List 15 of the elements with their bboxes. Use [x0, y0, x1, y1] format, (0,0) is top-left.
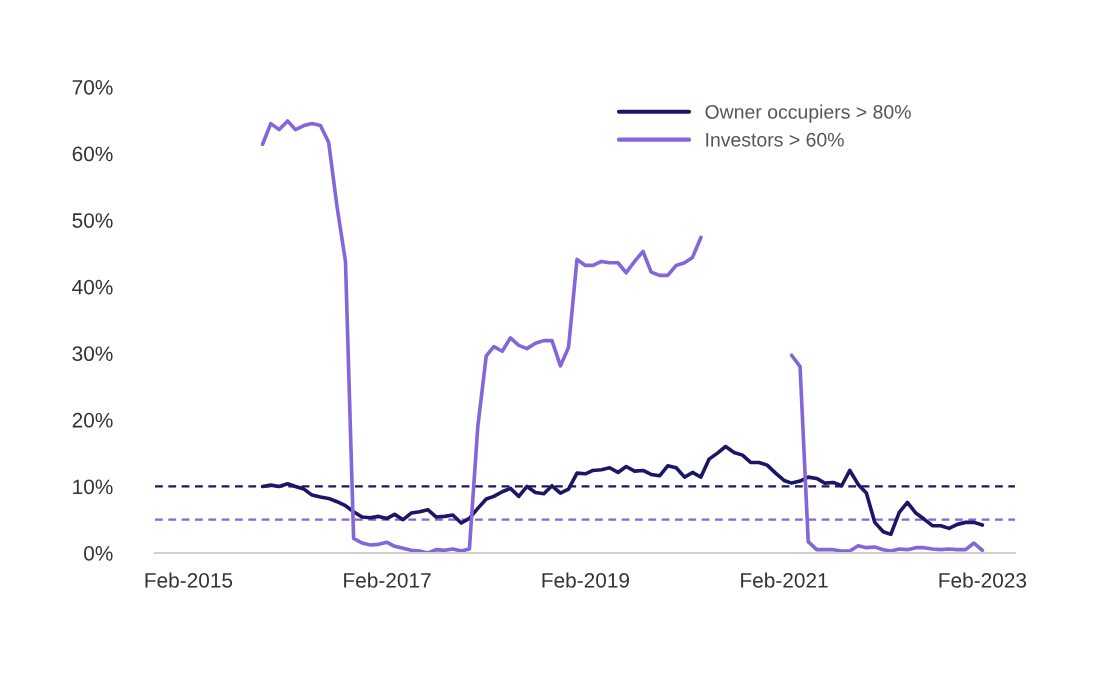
y-tick-label: 30% — [72, 346, 113, 362]
x-tick-label: Feb-2019 — [542, 572, 630, 588]
legend-label: Owner occupiers > 80% — [705, 104, 911, 123]
y-tick-label: 50% — [72, 213, 113, 228]
legend-label: Investors > 60% — [706, 132, 844, 147]
y-tick-label: 40% — [72, 279, 113, 295]
y-tick-label: 0% — [84, 546, 113, 561]
y-tick-label: 70% — [72, 80, 113, 95]
y-tick-label: 60% — [72, 146, 113, 162]
x-tick-label: Feb-2015 — [145, 572, 233, 588]
x-tick-label: Feb-2021 — [741, 572, 828, 588]
y-tick-label: 10% — [73, 479, 113, 495]
y-tick-label: 20% — [72, 412, 113, 428]
x-tick-label: Feb-2023 — [939, 572, 1027, 588]
x-tick-label: Feb-2017 — [344, 572, 431, 588]
